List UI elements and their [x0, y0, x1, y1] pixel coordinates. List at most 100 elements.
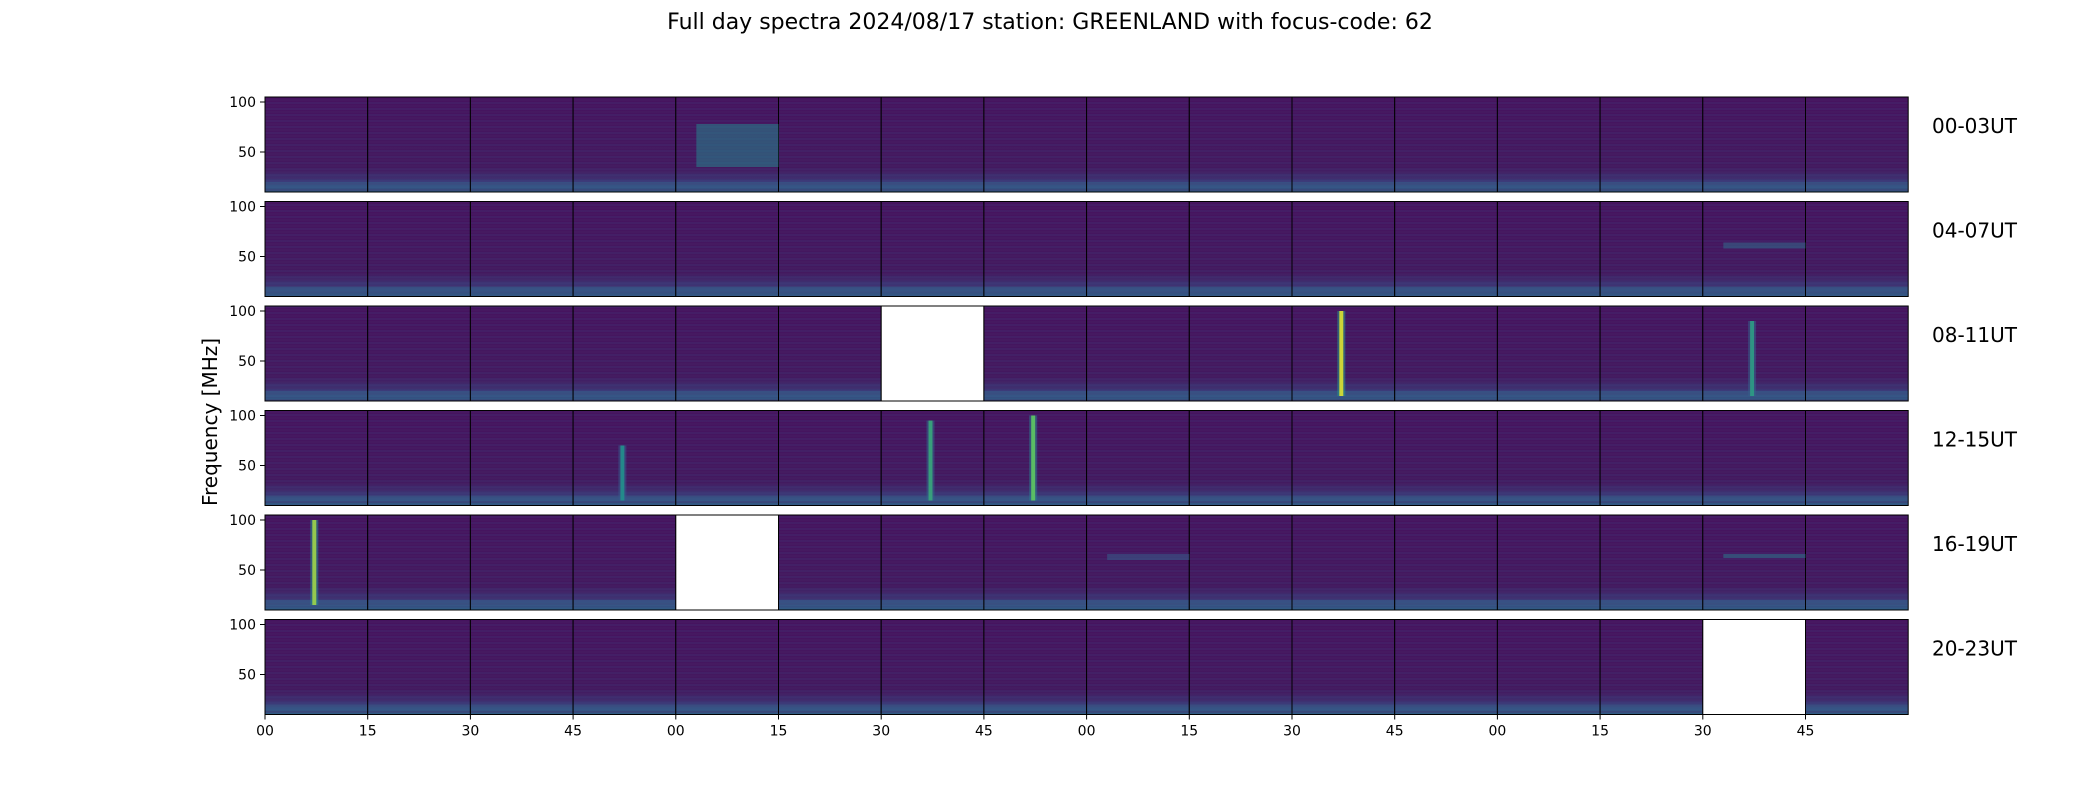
low-band [1497, 704, 1601, 711]
spectrum-panel [1496, 514, 1601, 611]
spectrum-texture [573, 201, 676, 297]
emission-band [696, 124, 779, 167]
spectrum-panel [1702, 201, 1807, 297]
spectrum-texture [470, 201, 574, 297]
spectrum-panel [1599, 619, 1704, 715]
low-band [1497, 391, 1601, 397]
spectrum-texture [1292, 97, 1395, 192]
low-band [367, 182, 471, 188]
low-band [1394, 495, 1498, 502]
spectrum-texture [1600, 619, 1703, 715]
spectrum-texture [367, 201, 471, 297]
low-band [778, 391, 882, 397]
spectrum-texture [1394, 515, 1498, 610]
low-band [983, 391, 1087, 397]
low-band [1497, 495, 1601, 502]
spectrum-texture [367, 306, 471, 401]
low-band [1394, 182, 1498, 188]
low-band [470, 495, 574, 502]
spectrum-panel [1805, 201, 1909, 297]
spectrum-panel [1086, 619, 1190, 715]
low-band [1189, 600, 1292, 606]
low-band [1702, 495, 1806, 502]
low-band [1600, 600, 1703, 606]
x-tick-label: 00 [1078, 724, 1096, 740]
spectrum-texture [675, 410, 779, 506]
spectrum-texture [1702, 410, 1806, 506]
spectrum-panel [1188, 201, 1293, 297]
spectrum-panel [264, 201, 369, 297]
emission-band [1107, 554, 1190, 560]
low-band [1600, 495, 1703, 502]
row-time-label: 16-19UT [1932, 532, 2018, 556]
spectrum-panel [778, 514, 882, 611]
spectrum-panel [367, 619, 471, 715]
spectrum-panel [367, 96, 471, 193]
low-band [1086, 391, 1190, 397]
missing-panel [675, 514, 779, 611]
spectrum-texture [367, 515, 471, 610]
low-band [675, 391, 779, 397]
y-tick-label: 50 [238, 459, 256, 475]
low-band [675, 286, 779, 293]
spectrum-texture [675, 306, 779, 401]
spectrum-panel [675, 619, 779, 715]
spectrum-panel [1394, 514, 1498, 611]
chart-title: Full day spectra 2024/08/17 station: GRE… [667, 10, 1433, 35]
spectrum-texture [470, 410, 574, 506]
spectrum-panel [675, 410, 779, 506]
spectrum-panel [1291, 514, 1396, 611]
spectrum-panel [675, 514, 779, 611]
row-time-label: 08-11UT [1932, 323, 2018, 347]
spectrum-texture [265, 619, 368, 715]
spectrum-panel [1291, 201, 1396, 297]
low-band [1805, 286, 1909, 293]
low-band [265, 704, 368, 711]
spectrum-panel [1702, 619, 1807, 715]
x-tick-label: 45 [975, 724, 993, 740]
spectrum-panel [264, 96, 369, 193]
low-band [1497, 182, 1601, 188]
low-band [675, 182, 779, 188]
spectrum-panel [1394, 96, 1498, 193]
y-tick-label: 50 [238, 563, 256, 579]
low-band [367, 495, 471, 502]
spectrum-panel [778, 96, 882, 193]
spectrum-texture [881, 515, 984, 610]
y-tick-label: 100 [229, 304, 256, 320]
spectrum-panel [1702, 96, 1807, 193]
spectrum-texture [1189, 306, 1292, 401]
spectrum-panel [1188, 514, 1293, 611]
spectrum-texture [983, 515, 1087, 610]
spectrum-texture [367, 410, 471, 506]
low-band [573, 391, 676, 397]
low-band [1497, 286, 1601, 293]
spectrum-panel [1805, 514, 1909, 611]
missing-panel [880, 305, 985, 402]
low-band [1394, 600, 1498, 606]
spectrum-texture [1292, 201, 1395, 297]
low-band [881, 600, 984, 606]
spectrum-panel [572, 96, 677, 193]
spectrum-panel [1188, 410, 1293, 506]
spectrum-texture [778, 515, 882, 610]
low-band [1805, 495, 1909, 502]
panel-frame [1805, 201, 1909, 297]
spectrum-panel [1702, 514, 1807, 611]
low-band [1086, 286, 1190, 293]
spectrum-texture [1189, 201, 1292, 297]
low-band [1805, 704, 1909, 711]
panel-frame [1805, 96, 1909, 193]
low-band [1086, 600, 1190, 606]
low-band [1702, 600, 1806, 606]
low-band [1086, 182, 1190, 188]
low-band [881, 286, 984, 293]
spectrum-panel [778, 619, 882, 715]
low-band [1292, 182, 1395, 188]
spectrum-panel [778, 410, 882, 506]
spectrum-panel [367, 514, 471, 611]
spectrum-texture [983, 619, 1087, 715]
spectrum-panel [1599, 514, 1704, 611]
low-band [1702, 182, 1806, 188]
spectrum-texture [1189, 97, 1292, 192]
